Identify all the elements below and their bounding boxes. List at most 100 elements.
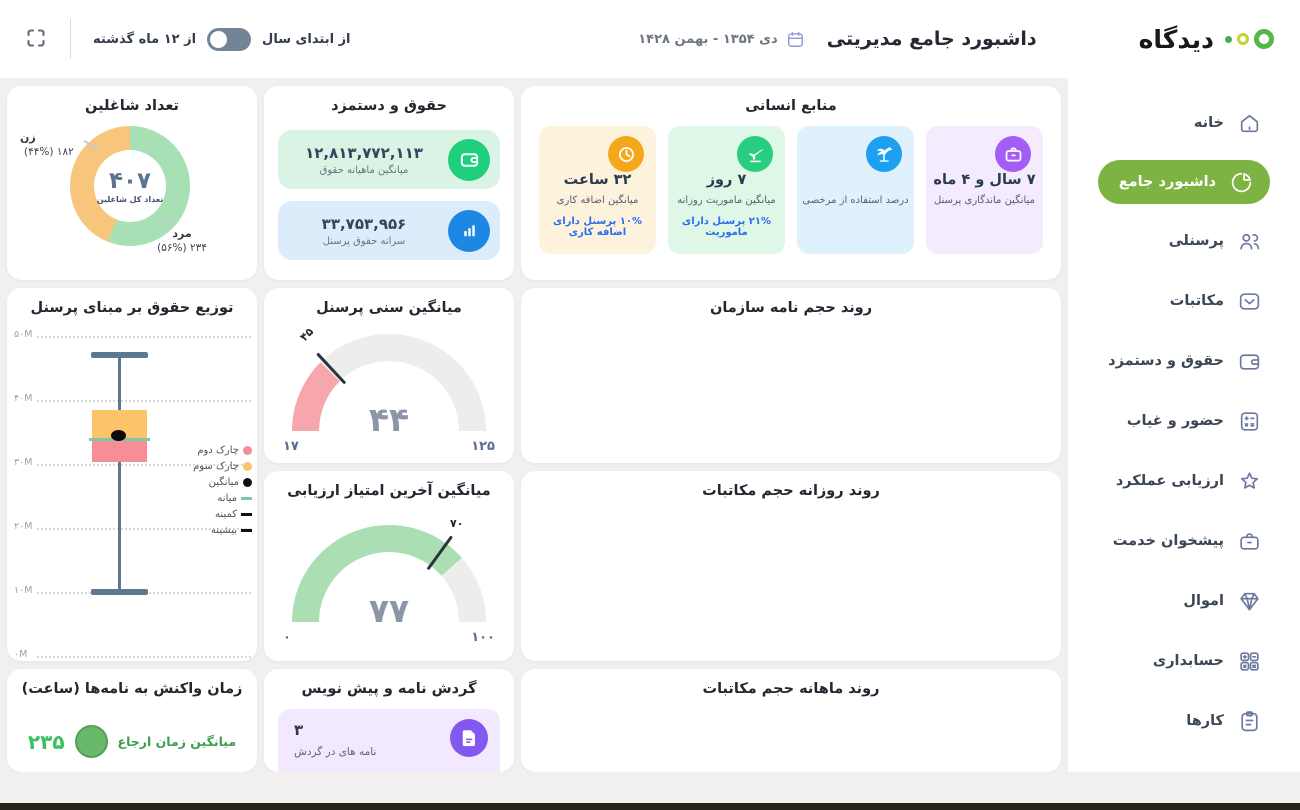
hr-tile-leave-usage: درصد استفاده از مرخصی [797, 126, 914, 254]
tasks-icon [1241, 710, 1258, 731]
card-employee-count: تعداد شاغلین ۴۰۷ تعداد کل شاغلین زن ۱۸۲ … [7, 86, 257, 280]
card-title: میانگین آخرین امتیاز ارزیابی [287, 483, 491, 499]
donut-total-label: تعداد کل شاغلین [96, 195, 164, 204]
donut-label-female: زن ۱۸۲ (۴۴%) [20, 130, 80, 160]
sidebar-item-accounting[interactable]: حسابداری [1068, 638, 1300, 684]
date-range-text: دی ۱۳۵۴ - بهمن ۱۴۲۸ [638, 31, 778, 47]
score-gauge: ۷۰ ۷۷ [292, 517, 486, 630]
legend-marker-min [241, 513, 252, 516]
hr-tile-value: ۷ روز [706, 172, 747, 188]
sidebar-item-label: حضور و غیاب [1126, 413, 1224, 429]
gauge-value: ۴۴ [368, 400, 410, 439]
main-content: منابع انسانی ۷ سال و ۴ ماه میانگین ماندگ… [0, 78, 1068, 772]
card-title: توزیع حقوق بر مبنای پرسنل [30, 300, 234, 316]
accounting-icon [1240, 651, 1259, 671]
hr-tile-value: ۷ سال و ۴ ماه [933, 172, 1036, 188]
card-title: روند ماهانه حجم مکاتبات [702, 681, 880, 697]
star-icon [1240, 471, 1259, 489]
hr-tile-label: میانگین ماموریت روزانه [677, 195, 776, 206]
y-axis-tick: ۴۰M [14, 393, 33, 404]
sidebar-item-home[interactable]: خانه [1068, 100, 1300, 146]
wallet-icon [1239, 353, 1260, 370]
reaction-time-row: میانگین زمان ارجاع ۲۳۵ [7, 725, 257, 758]
toggle-label-last-12-months: از ۱۲ ماه گذشته [93, 31, 197, 47]
logo-dot [1225, 35, 1232, 43]
sidebar-item-performance[interactable]: ارزیابی عملکرد [1068, 458, 1300, 504]
gauge-range-labels: ۰ ۱۰۰ [264, 630, 514, 645]
boxplot-legend: چارک دوم چارک سوم میانگین میانه کمینه بی… [193, 445, 252, 536]
card-letter-flow: گردش نامه و پیش نویس ۳ نامه های در گردش [264, 669, 514, 772]
gridline [37, 336, 251, 338]
gauge-value: ۷۷ [368, 591, 410, 630]
gridline [37, 464, 251, 466]
flow-tile: ۳ نامه های در گردش [278, 709, 500, 772]
app-logo[interactable]: دیدگاه [1139, 25, 1274, 54]
hr-tile-link[interactable]: ۲۱% پرسنل دارای ماموریت [682, 216, 771, 238]
briefcase-icon [1240, 532, 1259, 550]
salary-tile-monthly-average: ۱۲,۸۱۳,۷۷۲,۱۱۳ میانگین ماهیانه حقوق [278, 130, 500, 189]
date-range[interactable]: دی ۱۳۵۴ - بهمن ۱۴۲۸ [638, 30, 804, 49]
attendance-icon [1240, 411, 1259, 431]
sidebar-item-dashboard[interactable]: داشبورد جامع [1098, 160, 1270, 204]
card-title: میانگین سنی پرسنل [316, 300, 462, 316]
card-title: منابع انسانی [745, 98, 837, 114]
sidebar-item-label: مکاتبات [1169, 293, 1224, 309]
legend-item: میانه [193, 493, 252, 504]
sidebar-item-label: ارزیابی عملکرد [1115, 473, 1224, 489]
header-divider [70, 19, 71, 59]
female-label: زن [20, 131, 36, 144]
sidebar-item-tasks[interactable]: کارها [1068, 698, 1300, 744]
period-toggle-switch[interactable] [207, 27, 252, 51]
gauge-arc-clip [292, 525, 486, 622]
pie-chart-icon [1231, 172, 1252, 192]
flow-tile-value: ۳ [294, 721, 304, 739]
hr-tile-value: ۳۲ ساعت [563, 172, 632, 188]
card-org-letter-trend: روند حجم نامه سازمان [521, 288, 1061, 463]
card-daily-correspondence-trend: روند روزانه حجم مکاتبات [521, 471, 1061, 661]
card-monthly-correspondence-trend: روند ماهانه حجم مکاتبات [521, 669, 1061, 772]
airplane-icon [737, 136, 773, 172]
boxplot-whisker-line [118, 355, 121, 592]
salary-tile-per-capita: ۳۳,۷۵۳,۹۵۶ سرانه حقوق پرسنل [278, 201, 500, 260]
fullscreen-button[interactable] [22, 26, 48, 52]
sidebar-item-label: پرسنلی [1168, 233, 1224, 249]
bottom-gray-band [0, 772, 1300, 803]
column-middle: حقوق و دستمزد ۱۲,۸۱۳,۷۷۲,۱۱۳ میانگین ماه… [264, 86, 514, 772]
period-toggle-group: از ابتدای سال از ۱۲ ماه گذشته [93, 27, 351, 51]
y-axis-tick: ۰M [14, 649, 28, 660]
salary-tile-text: ۳۳,۷۵۳,۹۵۶ سرانه حقوق پرسنل [290, 215, 438, 247]
legend-item: کمینه [193, 509, 252, 520]
sidebar-item-label: داشبورد جامع [1118, 174, 1216, 190]
sidebar-item-service-desk[interactable]: پیشخوان خدمت [1068, 518, 1300, 564]
sidebar-item-label: اموال [1183, 593, 1224, 609]
card-title: گردش نامه و پیش نویس [301, 681, 477, 697]
boxplot-q2-box [92, 440, 147, 462]
donut-total-value: ۴۰۷ [108, 168, 152, 194]
donut-label-male: مرد ۲۳۴ (۵۶%) [153, 226, 211, 256]
document-icon [450, 719, 488, 757]
mail-icon [1239, 292, 1260, 310]
sidebar-item-personnel[interactable]: پرسنلی [1068, 218, 1300, 264]
sidebar-item-correspondence[interactable]: مکاتبات [1068, 278, 1300, 324]
card-salary-distribution: توزیع حقوق بر مبنای پرسنل ۵۰M ۴۰M ۳۰M ۲۰… [7, 288, 257, 661]
toggle-knob [210, 30, 228, 48]
sidebar-item-label: حقوق و دستمزد [1108, 353, 1224, 369]
sidebar-item-assets[interactable]: اموال [1068, 578, 1300, 624]
sidebar-item-label: پیشخوان خدمت [1112, 533, 1224, 549]
home-icon [1240, 114, 1259, 132]
salary-tile-label: سرانه حقوق پرسنل [322, 235, 406, 247]
bar-chart-icon [448, 209, 490, 252]
sidebar-item-payroll[interactable]: حقوق و دستمزد [1068, 338, 1300, 384]
page-title: داشبورد جامع مدیریتی [826, 28, 1037, 50]
hr-tile-link[interactable]: ۱۰% پرسنل دارای اضافه کاری [553, 216, 642, 238]
boxplot-mean-dot [111, 430, 126, 441]
calendar-icon [787, 31, 803, 47]
donut-center: ۴۰۷ تعداد کل شاغلین [94, 150, 166, 222]
gauge-max-label: ۱۲۵ [471, 439, 495, 454]
gauge-marker-label: ۷۰ [450, 517, 464, 530]
card-salary: حقوق و دستمزد ۱۲,۸۱۳,۷۷۲,۱۱۳ میانگین ماه… [264, 86, 514, 280]
gauge-max-label: ۱۰۰ [471, 630, 495, 645]
sidebar-item-attendance[interactable]: حضور و غیاب [1068, 398, 1300, 444]
reaction-time-label: میانگین زمان ارجاع [117, 734, 237, 749]
wallet-icon [448, 138, 490, 181]
